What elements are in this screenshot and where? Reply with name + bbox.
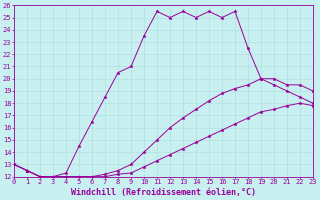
X-axis label: Windchill (Refroidissement éolien,°C): Windchill (Refroidissement éolien,°C) xyxy=(71,188,256,197)
